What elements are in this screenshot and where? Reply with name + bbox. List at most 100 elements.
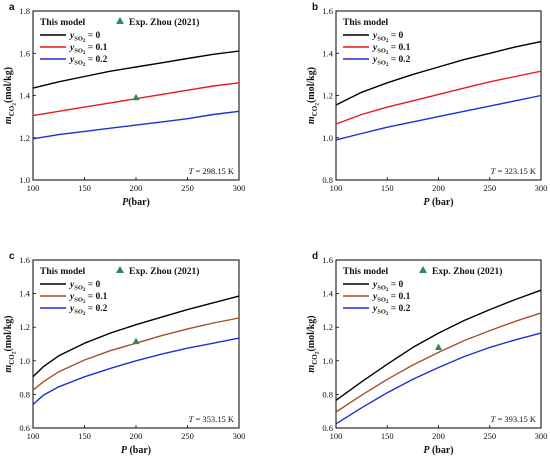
panel-label: c — [9, 251, 15, 262]
exp-point-marker — [132, 93, 140, 101]
plot-frame — [335, 10, 542, 181]
y-tick-label: 0.6 — [322, 423, 333, 433]
y-axis-label: mCO2(mol/kg) — [306, 315, 321, 372]
legend-model-label: This model — [343, 18, 388, 28]
chart-panel-d: d 100 150 200 250 300 0.6 0.8 1.0 1.2 1.4 1.6 P (bar… — [306, 251, 547, 456]
legend-series-label-2: ySO2 = 0.2 — [69, 304, 108, 317]
y-tick-label: 1.4 — [19, 289, 30, 299]
panel-label: d — [312, 251, 318, 262]
x-tick-label: 150 — [78, 183, 91, 193]
x-tick-label: 300 — [535, 431, 548, 441]
legend-exp-label: Exp. Zhou (2021) — [432, 266, 502, 277]
legend-series-label-2: ySO2 = 0.2 — [372, 55, 411, 68]
y-tick-label: 1.2 — [322, 91, 333, 101]
x-axis-label: P(bar) — [122, 197, 150, 208]
legend-exp-label: Exp. Zhou (2021) — [129, 266, 199, 277]
temperature-label: T = 353.15 K — [189, 414, 235, 424]
series-line-2 — [335, 332, 542, 425]
y-tick-label: 1.0 — [322, 356, 333, 366]
x-tick-label: 300 — [535, 183, 548, 193]
legend-model-label: This model — [40, 267, 85, 277]
y-tick-label: 1.2 — [19, 322, 30, 332]
legend-series-label-0: ySO2 = 0 — [372, 280, 404, 293]
x-tick-label: 100 — [27, 183, 40, 193]
legend-exp-marker — [116, 17, 124, 24]
series-line-2 — [32, 337, 240, 406]
y-tick-label: 0.8 — [19, 389, 30, 399]
y-tick-label: 1.2 — [19, 133, 30, 143]
legend-model-label: This model — [343, 267, 388, 277]
legend-exp-marker — [419, 266, 427, 273]
legend-series-label-0: ySO2 = 0 — [69, 31, 101, 44]
panel-label: a — [9, 2, 15, 13]
y-tick-label: 1.0 — [19, 175, 30, 185]
x-tick-label: 100 — [330, 183, 343, 193]
y-tick-label: 1.0 — [19, 356, 30, 366]
chart-panel-a: a 100 150 200 250 300 1.0 1.2 1.4 1.6 1.8 P(bar) mCO… — [3, 2, 245, 208]
y-axis-label: mCO2(mol/kg) — [3, 67, 18, 124]
y-tick-label: 1.4 — [19, 91, 30, 101]
y-tick-label: 1.6 — [322, 255, 333, 265]
x-tick-label: 150 — [381, 431, 394, 441]
x-tick-label: 100 — [330, 431, 343, 441]
x-tick-label: 300 — [233, 431, 246, 441]
legend-exp-label: Exp. Zhou (2021) — [129, 17, 199, 28]
x-tick-label: 200 — [130, 431, 143, 441]
series-line-0 — [32, 295, 240, 378]
x-tick-label: 300 — [233, 183, 246, 193]
x-tick-label: 200 — [130, 183, 143, 193]
legend-model-label: This model — [40, 18, 85, 28]
x-axis-label: P (bar) — [423, 197, 453, 208]
series-line-0 — [335, 289, 542, 401]
x-tick-label: 250 — [483, 431, 496, 441]
y-tick-label: 1.0 — [322, 133, 333, 143]
y-tick-label: 1.6 — [19, 48, 30, 58]
legend-series-label-1: ySO2 = 0.1 — [69, 43, 108, 56]
y-tick-label: 0.8 — [322, 389, 333, 399]
legend-series-label-2: ySO2 = 0.2 — [372, 304, 411, 317]
temperature-label: T = 393.15 K — [491, 414, 537, 424]
panel-label: b — [312, 2, 318, 13]
series-line-2 — [335, 94, 542, 141]
x-tick-label: 150 — [78, 431, 91, 441]
legend-exp-marker — [116, 266, 124, 273]
y-tick-label: 0.6 — [19, 423, 30, 433]
y-axis-label: mCO2(mol/kg) — [3, 315, 18, 372]
x-tick-label: 250 — [483, 183, 496, 193]
chart-panel-c: c 100 150 200 250 300 0.6 0.8 1.0 1.2 1.4 1.6 P (bar… — [3, 251, 245, 456]
series-line-1 — [32, 317, 240, 391]
series-line-0 — [32, 50, 240, 89]
x-axis-label: P (bar) — [423, 445, 453, 456]
x-tick-label: 250 — [181, 183, 194, 193]
legend-series-label-1: ySO2 = 0.1 — [372, 43, 411, 56]
temperature-label: T = 323.15 K — [491, 166, 537, 176]
legend-series-label-2: ySO2 = 0.2 — [69, 55, 108, 68]
legend-series-label-1: ySO2 = 0.1 — [69, 292, 108, 305]
y-tick-label: 1.2 — [322, 322, 333, 332]
x-tick-label: 200 — [432, 431, 445, 441]
y-tick-label: 1.6 — [322, 6, 333, 16]
x-tick-label: 200 — [432, 183, 445, 193]
series-line-2 — [32, 110, 240, 140]
y-tick-label: 1.4 — [322, 48, 333, 58]
series-line-1 — [335, 70, 542, 125]
y-tick-label: 0.8 — [322, 175, 333, 185]
legend-series-label-1: ySO2 = 0.1 — [372, 292, 411, 305]
x-tick-label: 100 — [27, 431, 40, 441]
x-tick-label: 150 — [381, 183, 394, 193]
x-tick-label: 250 — [181, 431, 194, 441]
exp-point-marker — [434, 343, 443, 350]
x-axis-label: P (bar) — [121, 445, 151, 456]
temperature-label: T = 298.15 K — [189, 166, 235, 176]
y-tick-label: 1.4 — [322, 289, 333, 299]
series-line-0 — [335, 40, 542, 106]
y-tick-label: 1.8 — [19, 6, 30, 16]
chart-panel-b: b 100 150 200 250 300 0.8 1.0 1.2 1.4 1.6 P (bar) mC… — [306, 2, 547, 208]
exp-point-marker — [132, 337, 140, 345]
legend-series-label-0: ySO2 = 0 — [69, 280, 101, 293]
y-tick-label: 1.6 — [19, 255, 30, 265]
legend-series-label-0: ySO2 = 0 — [372, 31, 404, 44]
y-axis-label: mCO2(mol/kg) — [306, 67, 321, 124]
series-line-1 — [335, 312, 542, 413]
